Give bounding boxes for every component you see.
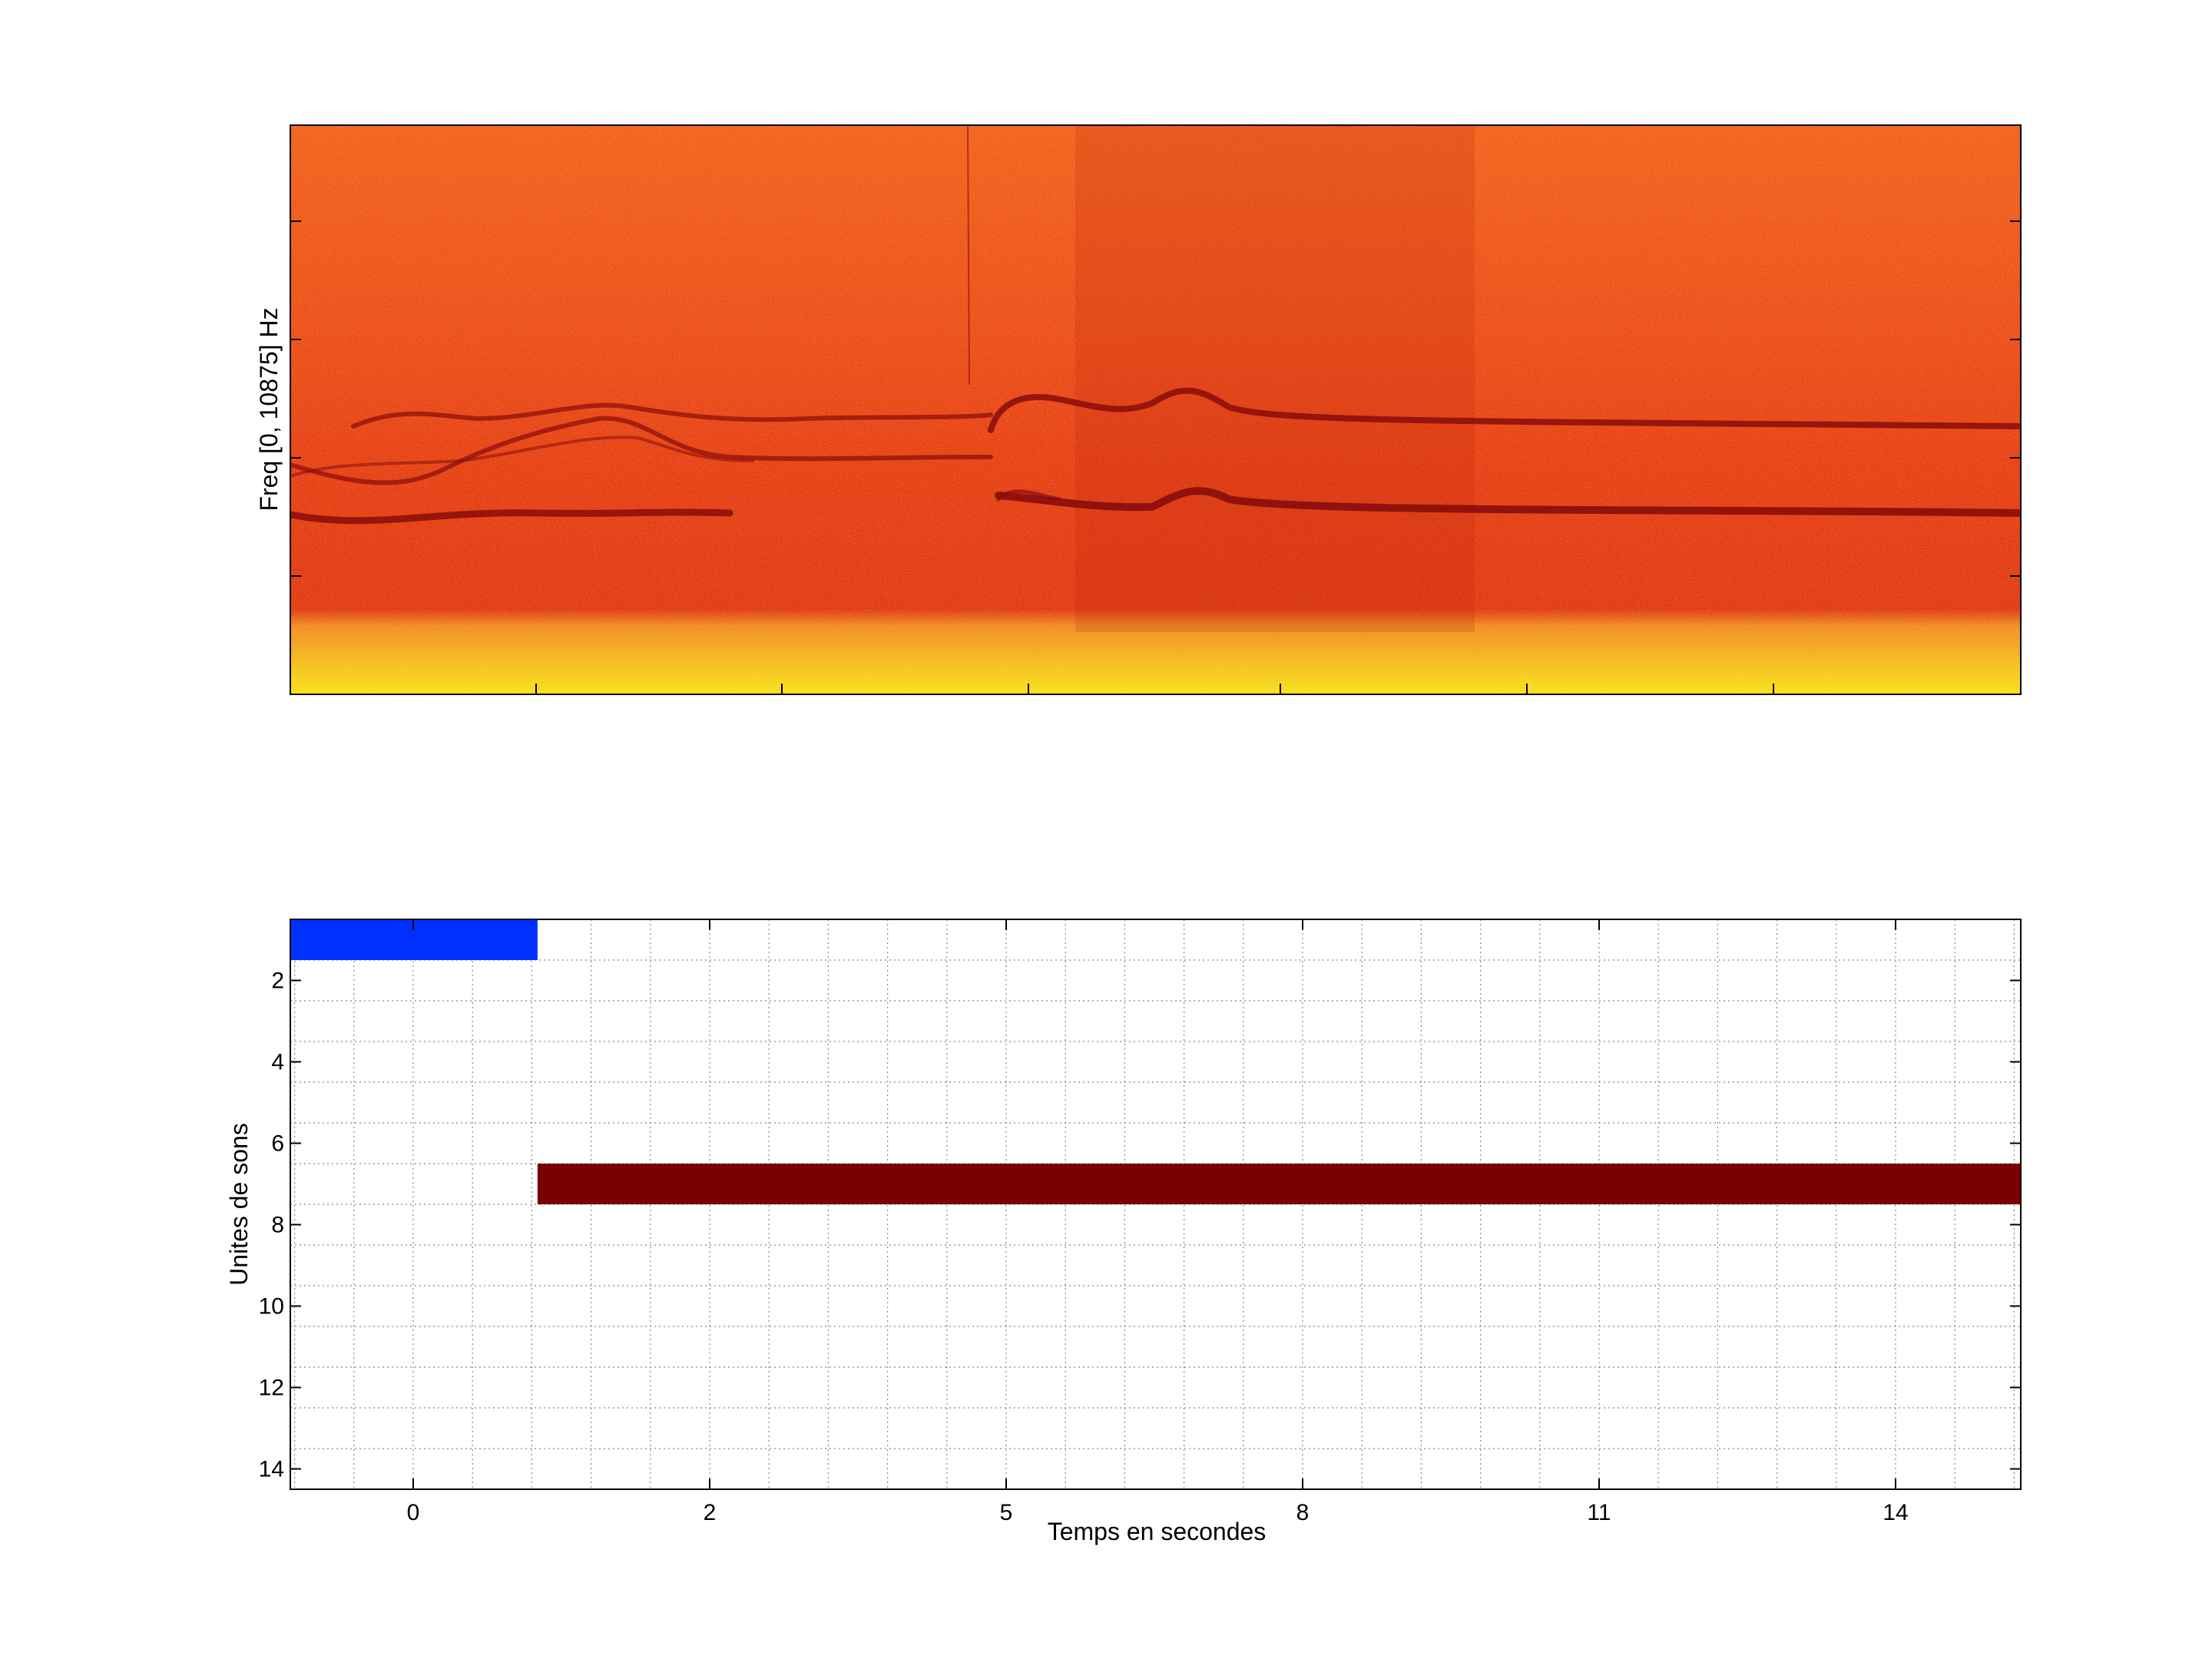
- units-panel: 2 4 6 8 10 12 14 0 2 5 8 11 14 Temps en secondes Un…: [225, 919, 2022, 1545]
- units-x-axis-label: Temps en secondes: [1048, 1518, 1267, 1545]
- x-tick-label: 0: [407, 1500, 420, 1525]
- x-tick-label: 8: [1296, 1500, 1310, 1525]
- x-tick-label: 11: [1587, 1500, 1611, 1525]
- spectrogram-panel: Freq [0, 10875] Hz: [255, 124, 2022, 695]
- units-ticks: [290, 919, 2021, 1489]
- spectrogram-tracks: [290, 125, 2021, 525]
- x-tick-label: 5: [1000, 1500, 1013, 1525]
- y-tick-label: 2: [271, 969, 284, 994]
- y-tick-label: 6: [271, 1131, 284, 1157]
- y-tick-label: 12: [259, 1376, 284, 1401]
- units-y-tick-labels: 2 4 6 8 10 12 14: [259, 969, 284, 1482]
- x-tick-label: 2: [704, 1500, 717, 1525]
- y-tick-label: 4: [271, 1050, 284, 1075]
- spectrogram-ticks: [290, 220, 2021, 694]
- spectrogram-dark-region: [1075, 125, 1475, 632]
- y-tick-label: 8: [271, 1213, 284, 1238]
- spectrogram-axes-box: [290, 124, 2022, 695]
- spectrogram-noise: [290, 125, 2021, 694]
- units-axes-box: [290, 919, 2022, 1490]
- units-x-tick-labels: 0 2 5 8 11 14: [407, 1500, 1909, 1525]
- units-segments: [290, 919, 2021, 1204]
- units-grid: [290, 919, 2021, 1489]
- spectrogram-y-axis-label: Freq [0, 10875] Hz: [255, 307, 283, 511]
- y-tick-label: 10: [259, 1294, 284, 1320]
- y-tick-label: 14: [259, 1457, 284, 1482]
- unit-segment-7: [537, 1164, 2021, 1204]
- x-tick-label: 14: [1883, 1500, 1908, 1525]
- units-y-axis-label: Unites de sons: [225, 1123, 253, 1286]
